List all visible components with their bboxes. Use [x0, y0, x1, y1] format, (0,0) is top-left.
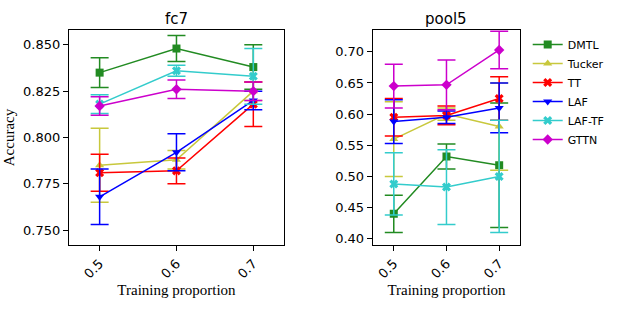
svg-text:DMTL: DMTL — [568, 39, 600, 52]
svg-text:0.6: 0.6 — [158, 256, 183, 281]
svg-text:0.70: 0.70 — [335, 44, 364, 59]
svg-text:0.55: 0.55 — [335, 138, 364, 153]
svg-text:Tucker: Tucker — [567, 58, 604, 71]
svg-text:TT: TT — [567, 77, 582, 90]
svg-text:0.7: 0.7 — [235, 256, 260, 281]
svg-text:GTTN: GTTN — [568, 134, 598, 147]
svg-text:0.775: 0.775 — [23, 176, 60, 191]
svg-text:0.40: 0.40 — [335, 231, 364, 246]
svg-text:0.850: 0.850 — [23, 37, 60, 52]
svg-text:0.7: 0.7 — [481, 256, 506, 281]
svg-text:Training proportion: Training proportion — [117, 282, 236, 298]
svg-text:0.750: 0.750 — [23, 223, 60, 238]
svg-text:LAF: LAF — [568, 96, 588, 109]
svg-text:Accuracy: Accuracy — [1, 108, 17, 166]
svg-text:0.50: 0.50 — [335, 169, 364, 184]
svg-text:0.800: 0.800 — [23, 130, 60, 145]
svg-text:LAF-TF: LAF-TF — [568, 115, 604, 128]
svg-text:0.6: 0.6 — [428, 256, 453, 281]
svg-text:fc7: fc7 — [165, 10, 188, 28]
svg-text:0.5: 0.5 — [375, 256, 400, 281]
svg-text:pool5: pool5 — [425, 10, 467, 28]
svg-text:0.825: 0.825 — [23, 84, 60, 99]
svg-text:0.45: 0.45 — [335, 200, 364, 215]
svg-text:0.5: 0.5 — [81, 256, 106, 281]
svg-text:0.65: 0.65 — [335, 76, 364, 91]
svg-text:0.60: 0.60 — [335, 107, 364, 122]
svg-text:Training proportion: Training proportion — [387, 282, 506, 298]
